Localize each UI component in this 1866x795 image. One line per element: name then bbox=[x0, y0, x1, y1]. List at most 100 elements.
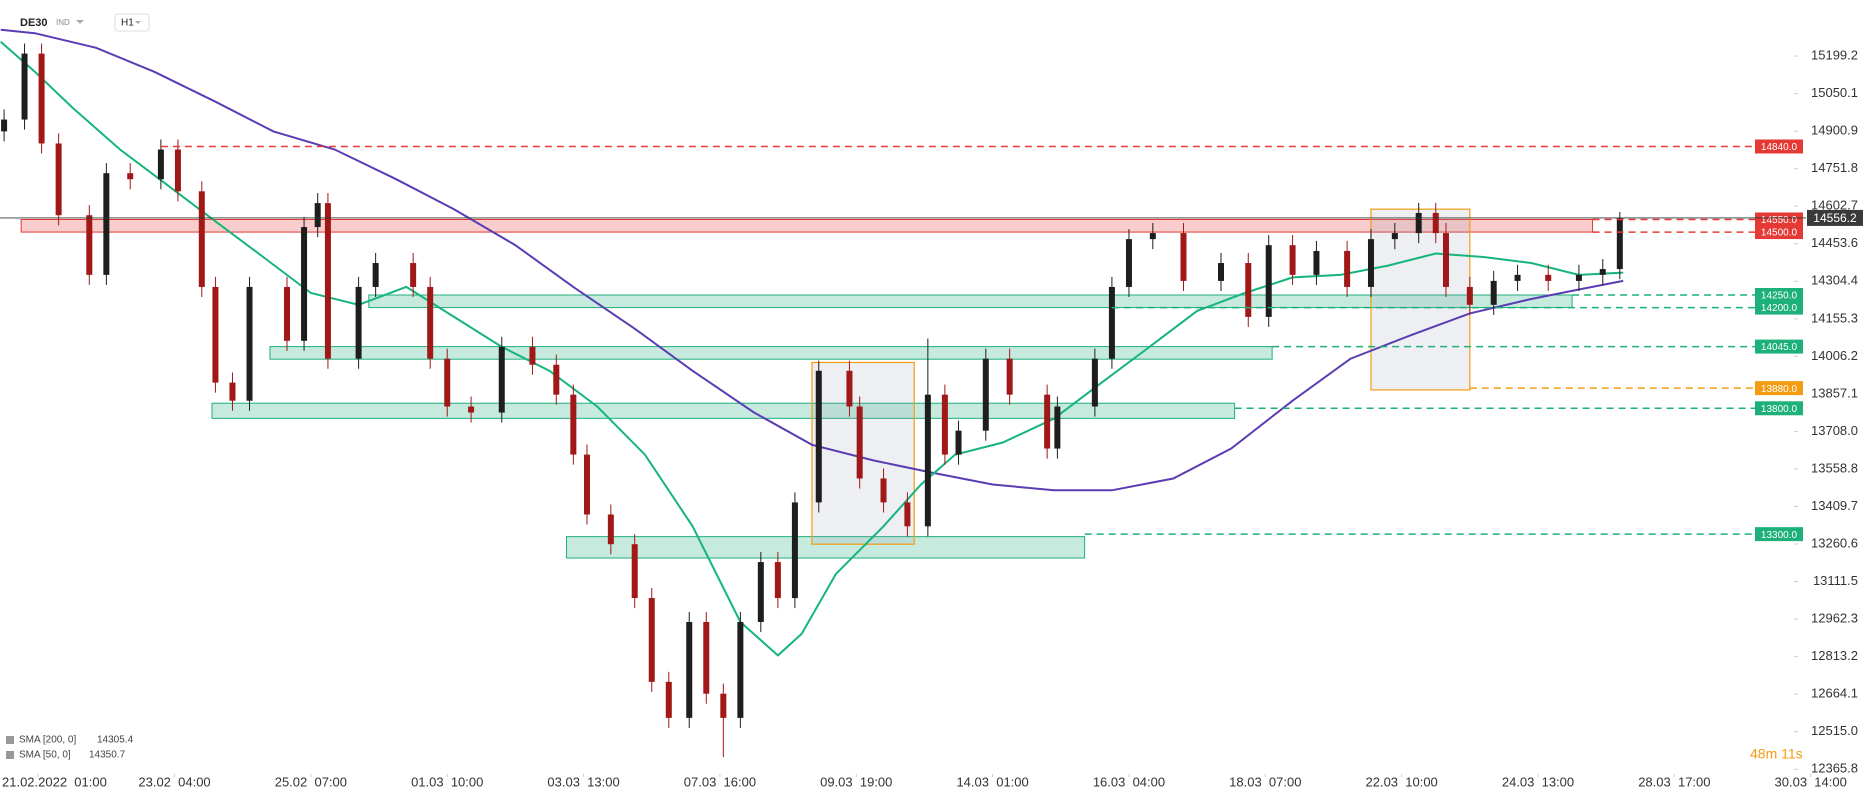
level-label-bg bbox=[1755, 527, 1803, 542]
level-label: 13880.0 bbox=[1761, 384, 1798, 395]
y-tick-label: 12664.1 bbox=[1811, 686, 1858, 701]
candle-body bbox=[982, 358, 989, 431]
candle-body bbox=[737, 621, 744, 718]
candle-body bbox=[229, 382, 236, 401]
symbol[interactable]: DE30 bbox=[20, 17, 48, 29]
timeframe[interactable]: H1 bbox=[121, 18, 134, 29]
legend-value: 14305.4 bbox=[97, 735, 134, 746]
candle-body bbox=[1125, 239, 1132, 287]
x-tick-label: 23.02 04:00 bbox=[138, 774, 210, 789]
candle-body bbox=[529, 346, 536, 365]
plot bbox=[0, 28, 1624, 758]
candle-body bbox=[1415, 212, 1422, 234]
candle-body bbox=[355, 286, 362, 359]
level-label: 14250.0 bbox=[1761, 291, 1798, 302]
dropdown-arrow[interactable] bbox=[76, 20, 84, 24]
sma-line bbox=[0, 28, 1624, 492]
x-tick-label: 28.03 17:00 bbox=[1638, 774, 1710, 789]
level-label: 14550.0 bbox=[1761, 215, 1798, 226]
level-label-bg bbox=[1755, 381, 1803, 396]
current-price-label: 14556.2 bbox=[1813, 211, 1857, 225]
candle-body bbox=[1367, 239, 1374, 287]
candle-body bbox=[468, 406, 475, 413]
candle-body bbox=[212, 286, 219, 383]
y-tick-label: 12515.0 bbox=[1811, 723, 1858, 738]
candle-body bbox=[1575, 274, 1582, 281]
candle-body bbox=[1217, 263, 1224, 281]
y-tick-label: 15050.1 bbox=[1811, 85, 1858, 100]
y-tick-label: 13409.7 bbox=[1811, 498, 1858, 513]
level-label-bg bbox=[1755, 212, 1803, 227]
current-price-bg bbox=[1807, 209, 1863, 226]
badge: IND bbox=[56, 18, 70, 27]
candle-body bbox=[157, 149, 164, 180]
y-tick-label: 13857.1 bbox=[1811, 385, 1858, 400]
candle-body bbox=[1180, 233, 1187, 281]
candle-body bbox=[324, 203, 331, 359]
candle-body bbox=[1344, 250, 1351, 287]
level-label-bg bbox=[1755, 288, 1803, 303]
candle-body bbox=[410, 263, 417, 287]
candle-body bbox=[1245, 263, 1252, 317]
y-tick-label: 14453.6 bbox=[1811, 235, 1858, 250]
candle-body bbox=[720, 693, 727, 718]
y-tick-label: 14155.3 bbox=[1811, 310, 1858, 325]
y-tick-label: 12962.3 bbox=[1811, 611, 1858, 626]
candle-body bbox=[570, 394, 577, 455]
zone bbox=[269, 346, 1273, 360]
candle-body bbox=[1006, 358, 1013, 395]
candle-body bbox=[924, 394, 931, 527]
x-tick-label: 16.03 04:00 bbox=[1093, 774, 1165, 789]
candle-body bbox=[55, 143, 62, 216]
candle-body bbox=[38, 53, 45, 144]
y-tick-label: 14006.2 bbox=[1811, 348, 1858, 363]
candle-body bbox=[846, 370, 853, 407]
timeframe-box[interactable] bbox=[114, 13, 150, 32]
candle-body bbox=[1616, 217, 1623, 270]
level-label: 14200.0 bbox=[1761, 303, 1798, 314]
candle-body bbox=[774, 562, 781, 599]
candle-body bbox=[607, 514, 614, 545]
level-label: 14500.0 bbox=[1761, 228, 1798, 239]
y-tick-label: 12365.8 bbox=[1811, 761, 1858, 776]
y-tick-label: 14602.7 bbox=[1811, 198, 1858, 213]
candle-body bbox=[1054, 406, 1061, 449]
zone bbox=[211, 402, 1236, 419]
candle-body bbox=[427, 286, 434, 359]
x-tick-label: 30.03 14:00 bbox=[1775, 774, 1847, 789]
candle-body bbox=[1108, 286, 1115, 359]
candle-body bbox=[86, 215, 93, 275]
candle-body bbox=[1514, 274, 1521, 281]
countdown: 48m 11s bbox=[1750, 746, 1803, 762]
zone bbox=[566, 536, 1086, 559]
candle-body bbox=[631, 544, 638, 599]
candle-body bbox=[1490, 280, 1497, 305]
level-label-bg bbox=[1755, 225, 1803, 240]
level-label-bg bbox=[1755, 139, 1803, 154]
y-tick-label: 14304.4 bbox=[1811, 273, 1858, 288]
y-tick-label: 13111.5 bbox=[1813, 573, 1858, 588]
candle-body bbox=[1289, 245, 1296, 275]
candle-body bbox=[301, 227, 308, 341]
candle-body bbox=[498, 346, 505, 413]
candle-body bbox=[686, 621, 693, 718]
dropdown-arrow[interactable] bbox=[135, 21, 141, 24]
candle-body bbox=[665, 681, 672, 718]
level-label: 14840.0 bbox=[1761, 142, 1798, 153]
x-tick-label: 21.02.2022 01:00 bbox=[2, 774, 107, 789]
candle-body bbox=[583, 454, 590, 515]
x-tick-label: 09.03 19:00 bbox=[820, 774, 892, 789]
candle-body bbox=[1466, 286, 1473, 305]
range-box bbox=[1370, 208, 1471, 391]
range-box bbox=[811, 361, 915, 545]
candle-body bbox=[703, 621, 710, 694]
candle-body bbox=[941, 394, 948, 455]
candle-body bbox=[314, 203, 321, 228]
candle-body bbox=[757, 562, 764, 622]
x-tick-label: 03.03 13:00 bbox=[547, 774, 619, 789]
x-tick-label: 24.03 13:00 bbox=[1502, 774, 1574, 789]
candle-body bbox=[103, 173, 110, 275]
x-tick-label: 22.03 10:00 bbox=[1366, 774, 1438, 789]
candle-body bbox=[1091, 358, 1098, 407]
